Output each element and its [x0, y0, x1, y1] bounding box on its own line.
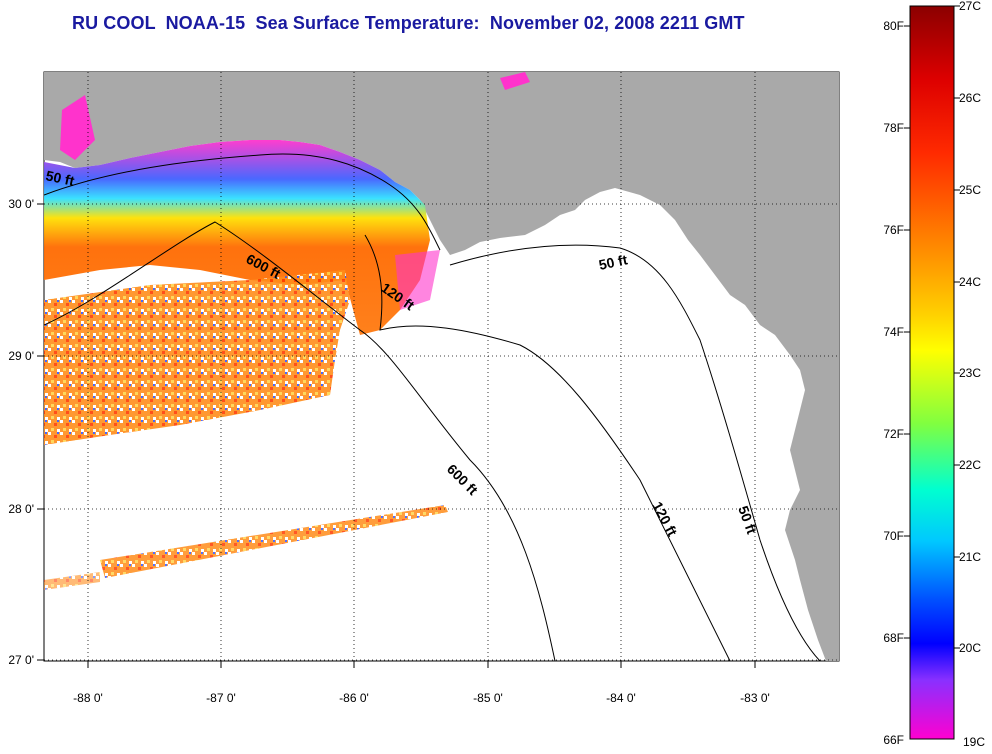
colorbar-c-label: 19C	[963, 735, 985, 749]
x-tick-label: -85 0'	[473, 691, 503, 705]
sst-swath-lower	[100, 505, 448, 578]
colorbar-f-label: 78F	[883, 121, 904, 135]
magenta-patch-3	[395, 250, 440, 310]
x-tick-label: -86 0'	[339, 691, 369, 705]
contour-label-50ft-2: 50 ft	[597, 251, 629, 273]
colorbar-c-label: 24C	[959, 275, 981, 289]
y-tick-label: 30 0'	[8, 197, 34, 211]
colorbar-c-label: 27C	[959, 0, 981, 13]
contour-label-50ft-1: 50 ft	[44, 167, 76, 189]
x-tick-label: -84 0'	[606, 691, 636, 705]
colorbar-ticks	[904, 5, 960, 649]
colorbar-c-label: 21C	[959, 550, 981, 564]
contour-600ft	[44, 221, 556, 661]
colorbar	[909, 5, 955, 740]
colorbar-c-label: 22C	[959, 458, 981, 472]
colorbar-c-label: 25C	[959, 183, 981, 197]
contour-50ft-east	[449, 244, 821, 661]
y-tick-label: 27 0'	[8, 653, 34, 667]
axis-ticks	[37, 203, 756, 668]
sst-coastal-band	[44, 140, 430, 335]
colorbar-c-label: 23C	[959, 366, 981, 380]
map-title: RU COOL NOAA-15 Sea Surface Temperature:…	[72, 13, 745, 33]
colorbar-c-label: 26C	[959, 91, 981, 105]
x-tick-label: -88 0'	[73, 691, 103, 705]
magenta-patch-2	[500, 72, 530, 90]
contour-50ft-west	[44, 153, 441, 251]
sst-swath-lower-2	[44, 572, 100, 590]
magenta-patch-1	[60, 95, 95, 160]
colorbar-f-label: 80F	[883, 19, 904, 33]
y-tick-label: 29 0'	[8, 349, 34, 363]
bathymetry-contours	[44, 153, 821, 661]
colorbar-f-label: 70F	[883, 529, 904, 543]
colorbar-f-label: 74F	[883, 325, 904, 339]
x-tick-label: -87 0'	[206, 691, 236, 705]
sst-swath-main	[44, 270, 350, 445]
contour-120ft	[364, 234, 731, 661]
colorbar-f-label: 76F	[883, 223, 904, 237]
colorbar-c-label: 20C	[959, 641, 981, 655]
y-tick-label: 28 0'	[8, 502, 34, 516]
colorbar-f-label: 68F	[883, 631, 904, 645]
colorbar-f-label: 66F	[883, 733, 904, 747]
x-tick-label: -83 0'	[740, 691, 770, 705]
colorbar-f-label: 72F	[883, 427, 904, 441]
gridlines	[44, 72, 839, 661]
land-mass	[44, 72, 839, 661]
